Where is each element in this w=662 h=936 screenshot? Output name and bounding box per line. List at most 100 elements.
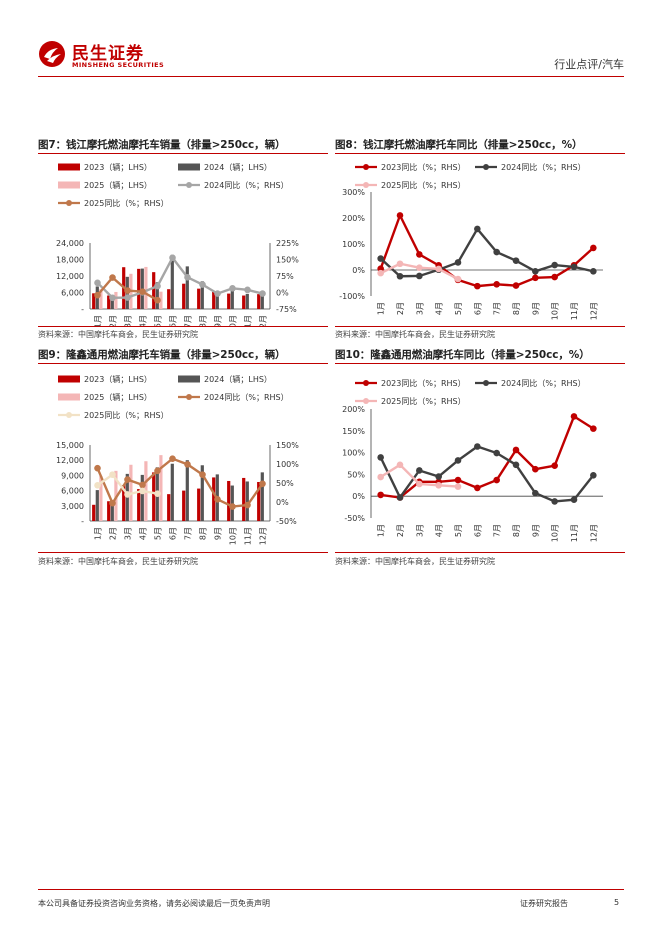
bar-1 [257,294,261,309]
bar-3 [99,289,103,309]
left-axis-tick-label: 24,000 [56,239,84,248]
series-point [199,281,206,288]
x-axis-category-label: 4月 [139,527,148,540]
series-point [532,489,539,497]
series-point [570,413,578,420]
brand-name-cn: 民生证券 [72,44,144,64]
footer-report-type: 证券研究报告 [520,899,568,908]
series-point [590,425,597,432]
x-axis-category-label: 12月 [259,527,268,545]
series-line-2 [379,445,595,503]
x-axis-category-label: 7月 [184,527,193,540]
figure-9-title: 图9：隆鑫通用燃油摩托车销量（排量>250cc，辆） [38,349,286,361]
series-point [396,461,404,469]
series-point [532,465,539,473]
legend-swatch-marker [483,164,489,170]
series-point [214,290,221,297]
figure-8-title-rule [335,153,625,154]
right-axis-tick-label: 75% [276,272,294,281]
series-point [474,484,481,492]
series-point [184,274,191,281]
series-point [377,473,384,481]
x-axis-category-label: 1月 [377,524,386,537]
legend-label: 2023（辆；LHS） [84,162,152,172]
right-axis-tick-label: -50% [276,517,297,526]
figure-7-source-rule [38,326,328,327]
series-point [154,490,161,497]
bar-3 [144,266,148,309]
legend-label: 2024（辆；LHS） [204,162,272,172]
series-point [214,496,221,503]
bar-2 [110,502,114,521]
series-point [493,476,500,484]
x-axis-category-label: 8月 [199,315,208,327]
bar-1 [227,293,231,309]
x-axis-category-label: 2月 [396,524,405,537]
y-axis-tick-label: -100% [339,292,365,301]
series-line-1 [380,414,594,499]
series-point [493,449,500,457]
series-point [416,272,423,280]
right-axis-tick-label: -75% [276,305,297,314]
series-point [454,476,462,484]
x-axis-category-label: 1月 [94,527,103,540]
figure-9-chart: 2023（辆；LHS） 2024（辆；LHS） 2025（辆；LHS） 2024同比（… [56,374,299,545]
figure-8-title: 图8：钱江摩托燃油摩托车同比（排量>250cc，%） [335,139,583,151]
right-axis-tick-label: 150% [276,256,299,265]
figure-8-panel: 图8：钱江摩托燃油摩托车同比（排量>250cc，%） 2023同比（%；RHS）… [335,137,625,342]
bar-1 [242,477,246,521]
bar-1 [242,295,246,309]
legend-label: 2025（辆；LHS） [84,180,152,190]
page-header: 民生证券 MINSHENG SECURITIES 行业点评/汽车 [38,38,624,78]
x-axis-category-label: 9月 [531,302,540,315]
series-point [109,471,116,478]
bar-1 [92,293,96,309]
bar-2 [260,472,264,521]
footer-disclaimer: 本公司具备证券投资咨询业务资格，请务必阅读最后一页免责声明 [38,899,270,908]
bar-2 [110,298,114,309]
series-point [396,272,404,280]
bar-2 [215,292,219,309]
series-point [109,274,116,281]
figure-7-chart: 2023（辆；LHS） 2024（辆；LHS） 2025（辆；LHS） 2024同比（… [56,162,299,327]
series-point [416,251,423,258]
bar-1 [137,268,141,309]
x-axis-category-label: 12月 [259,315,268,327]
left-axis-tick-label: 6,000 [61,289,84,298]
legend-swatch-bar [58,163,80,171]
series-point [139,481,146,489]
left-axis-tick-label: 12,000 [56,456,84,465]
series-point [184,461,191,468]
series-point [124,491,131,498]
series-point [169,455,176,462]
x-axis-category-label: 2月 [396,302,405,315]
legend-label: 2025（辆；LHS） [84,392,152,402]
legend-label: 2025同比（%；RHS） [381,180,466,190]
series-point [590,268,597,275]
series-point [124,294,131,301]
series-point [454,457,462,464]
series-point [474,282,481,290]
series-point [512,461,520,469]
x-axis-category-label: 11月 [570,524,579,542]
figure-10-title: 图10：隆鑫通用燃油摩托车同比（排量>250cc，%） [335,349,590,361]
series-line-1 [379,212,595,288]
bar-2 [170,463,174,521]
right-axis-tick-label: 0% [276,289,289,298]
bar-2 [260,294,264,309]
x-axis-category-label: 3月 [124,527,133,540]
legend-label: 2024同比（%；RHS） [501,162,586,172]
series-point [493,281,500,288]
series-point [396,212,404,219]
bar-1 [137,489,141,521]
x-axis-category-label: 4月 [435,524,444,537]
series-point [109,499,116,507]
series-point [199,471,206,478]
figure-10-source-rule [335,552,625,553]
bar-2 [95,490,99,521]
x-axis-category-label: 6月 [169,315,178,327]
legend-swatch-marker [483,380,489,386]
bar-1 [167,494,171,521]
y-axis-tick-label: 100% [342,240,365,249]
series-point [229,285,236,292]
